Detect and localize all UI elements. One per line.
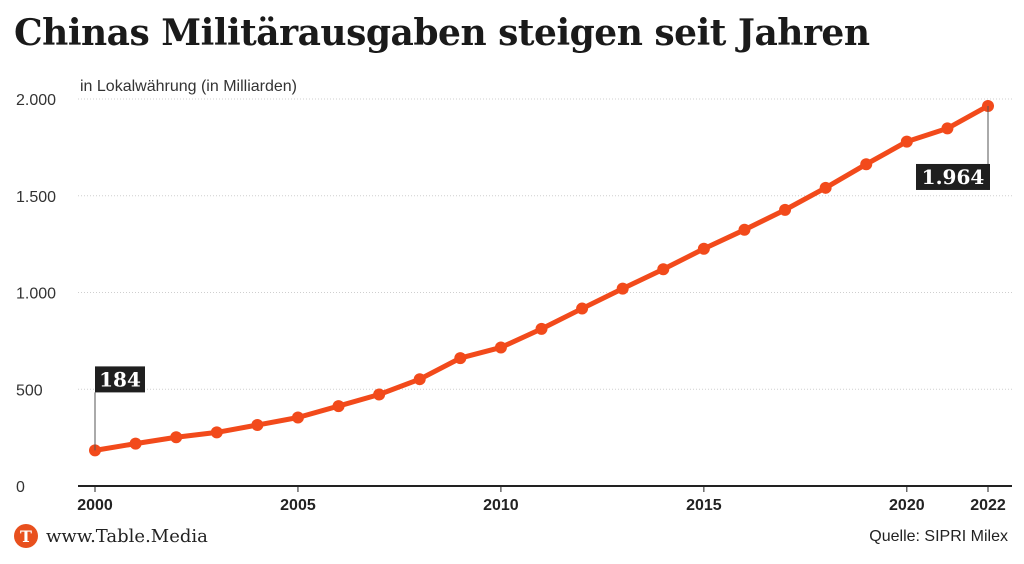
data-point: [291, 411, 304, 424]
table-media-logo-icon: T: [14, 524, 38, 548]
data-point: [129, 437, 142, 450]
y-tick-label: 500: [16, 382, 43, 399]
chart-title: Chinas Militärausgaben steigen seit Jahr…: [14, 12, 870, 54]
x-tick-label: 2000: [77, 497, 113, 514]
y-tick-label: 2.000: [16, 92, 56, 109]
data-point: [860, 158, 873, 171]
data-point: [819, 181, 832, 194]
series-line: [92, 103, 991, 453]
callout-label: 184: [99, 367, 141, 391]
x-tick-label: 2015: [686, 497, 722, 514]
data-point: [779, 203, 792, 216]
source-note: Quelle: SIPRI Milex: [869, 528, 1008, 545]
data-point: [900, 135, 913, 148]
callout-box: [95, 366, 145, 393]
data-point: [413, 373, 426, 386]
x-tick-label: 2010: [483, 497, 519, 514]
brand-footer: T www.Table.Media: [14, 524, 208, 548]
data-point: [697, 242, 710, 255]
x-tick-label: 2005: [280, 497, 316, 514]
data-point: [494, 341, 507, 354]
y-tick-label: 1.500: [16, 189, 56, 206]
data-point: [170, 431, 183, 444]
data-point: [616, 282, 629, 295]
data-point: [373, 388, 386, 401]
site-url: www.Table.Media: [46, 525, 208, 547]
series-group: [89, 99, 994, 457]
callout-label: 1.964: [922, 165, 985, 189]
x-tick-label: 2020: [889, 497, 925, 514]
data-point: [535, 322, 548, 335]
y-tick-label: 0: [16, 479, 25, 496]
data-point: [210, 426, 223, 439]
axes: 0 500 1.000 1.500 2.000 2000 2005 2010 2015 2020 2…: [16, 92, 1012, 514]
data-point: [251, 419, 264, 432]
annotations: 184 1.964: [94, 105, 990, 451]
y-tick-label: 1.000: [16, 286, 56, 303]
y-axis-label: in Lokalwährung (in Milliarden): [80, 78, 297, 95]
data-point: [941, 122, 954, 135]
gridlines: [78, 98, 1012, 390]
data-point: [738, 223, 751, 236]
data-point: [454, 352, 467, 365]
callout-box: [916, 163, 990, 190]
data-point: [576, 302, 589, 315]
data-point: [332, 400, 345, 413]
data-point: [657, 263, 670, 276]
x-tick-label: 2022: [970, 497, 1006, 514]
